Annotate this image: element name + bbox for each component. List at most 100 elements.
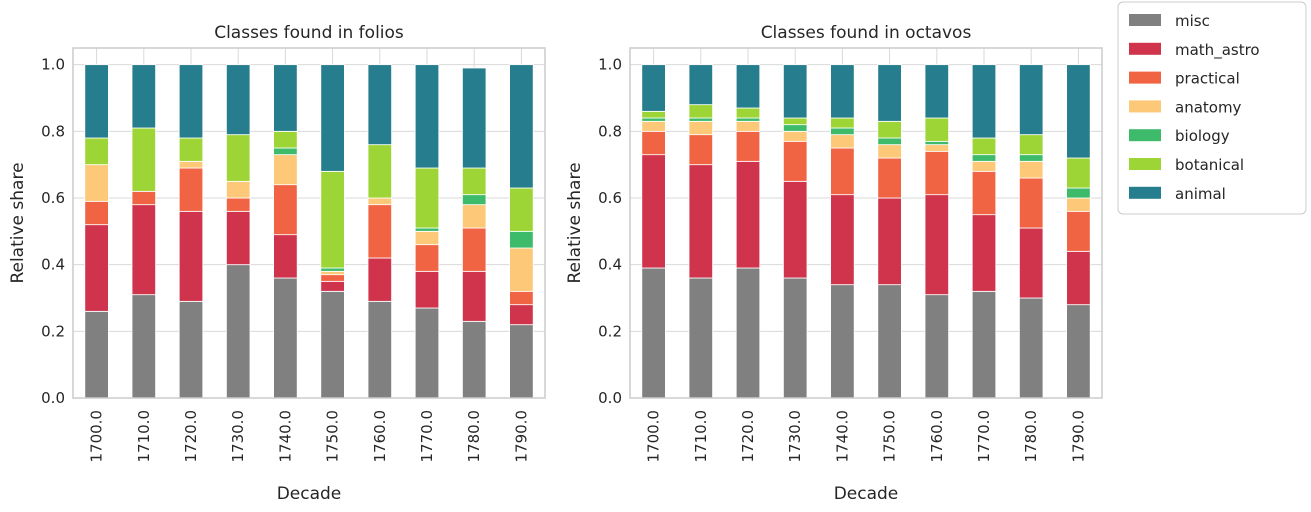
x-tick-label: 1760.0 [371,410,389,463]
bar-misc-1720.0 [735,267,761,399]
bar-practical-1780.0 [461,227,487,272]
bar-misc-1700.0 [641,267,666,399]
chart-title: Classes found in folios [214,23,404,43]
y-tick-label: 0.4 [598,256,622,274]
bar-math_astro-1710.0 [131,204,157,296]
bar-biology-1780.0 [1019,154,1044,162]
bar-math_astro-1730.0 [783,180,808,279]
bar-misc-1710.0 [688,277,714,399]
bar-practical-1770.0 [414,244,440,272]
bar-animal-1790.0 [509,64,534,189]
plot-frame [72,47,546,399]
y-tick-label: 0.8 [598,122,622,140]
legend-label-anatomy: anatomy [1175,98,1242,116]
bar-biology-1750.0 [320,267,345,272]
bar-practical-1720.0 [735,130,761,162]
bar-biology-1740.0 [273,147,298,156]
legend-label-biology: biology [1175,127,1230,145]
bar-math_astro-1760.0 [924,194,950,296]
bar-anatomy-1710.0 [688,120,714,136]
bar-anatomy-1750.0 [877,144,902,159]
bar-anatomy-1770.0 [971,160,997,172]
bar-practical-1750.0 [877,157,902,199]
bar-biology-1790.0 [1066,187,1091,199]
chart-panel-2: 0.0 0.2 0.4 0.6 0.8 1.0 1700.0 1710.0 1720.0 1730… [565,23,1103,504]
x-tick-label: 1730.0 [229,410,247,463]
bar-math_astro-1750.0 [877,197,902,286]
bar-biology-1770.0 [971,154,997,162]
bar-animal-1700.0 [84,64,109,139]
x-tick-label: 1780.0 [1022,410,1040,463]
y-tick-label: 1.0 [41,56,65,74]
bar-botanical-1750.0 [877,120,902,139]
bar-animal-1710.0 [688,64,714,106]
bar-botanical-1720.0 [735,107,761,119]
bar-botanical-1710.0 [688,104,714,119]
x-tick-label: 1700.0 [88,410,106,463]
bar-biology-1720.0 [735,117,761,122]
bar-animal-1720.0 [178,64,204,139]
bar-math_astro-1730.0 [225,210,251,266]
bar-botanical-1760.0 [367,144,393,199]
bar-anatomy-1780.0 [1019,160,1044,179]
x-axis-label: Decade [277,484,342,504]
bar-math_astro-1720.0 [178,210,204,302]
bar-math_astro-1780.0 [461,270,487,322]
bar-misc-1760.0 [367,300,393,399]
y-tick-label: 1.0 [598,56,622,74]
bar-anatomy-1750.0 [320,270,345,276]
bar-anatomy-1730.0 [783,130,808,142]
bar-practical-1720.0 [178,167,204,212]
bar-biology-1760.0 [924,140,950,146]
bar-practical-1730.0 [783,140,808,182]
bar-anatomy-1760.0 [924,144,950,152]
bar-anatomy-1730.0 [225,180,251,199]
bar-botanical-1740.0 [830,117,855,129]
bar-animal-1770.0 [971,64,997,139]
bar-botanical-1700.0 [641,110,666,119]
x-tick-label: 1770.0 [975,410,993,463]
bar-botanical-1720.0 [178,137,204,162]
plot-frame [629,47,1103,399]
bar-practical-1710.0 [131,190,157,206]
bar-animal-1740.0 [273,64,298,132]
bar-math_astro-1710.0 [688,164,714,279]
bar-animal-1710.0 [131,64,157,129]
bar-botanical-1730.0 [225,134,251,182]
y-tick-label: 0.4 [41,256,65,274]
bar-misc-1770.0 [971,290,997,399]
x-tick-label: 1790.0 [512,410,530,463]
bar-misc-1740.0 [830,284,855,399]
bar-misc-1760.0 [924,294,950,399]
bar-misc-1750.0 [320,290,345,399]
bar-animal-1740.0 [830,64,855,119]
bar-anatomy-1780.0 [461,204,487,229]
bar-botanical-1760.0 [924,117,950,142]
bar-math_astro-1750.0 [320,280,345,292]
x-tick-label: 1740.0 [833,410,851,463]
bar-practical-1750.0 [320,274,345,282]
bar-biology-1710.0 [688,117,714,122]
bar-misc-1740.0 [273,277,298,399]
y-tick-label: 0.6 [598,189,622,207]
bar-botanical-1780.0 [461,167,487,196]
bar-biology-1790.0 [509,230,534,249]
legend-swatch-animal [1129,186,1161,199]
y-tick-label: 0.2 [598,322,622,340]
x-axis-label: Decade [834,484,899,504]
bar-anatomy-1740.0 [273,154,298,186]
x-tick-label: 1720.0 [182,410,200,463]
bar-misc-1730.0 [783,277,808,399]
chart-panel-1: 0.0 0.2 0.4 0.6 0.8 1.0 1700.0 1710.0 1720.0 1730… [8,23,546,504]
bar-botanical-1700.0 [84,137,109,166]
y-tick-label: 0.0 [41,389,65,407]
bar-animal-1720.0 [735,64,761,109]
bar-practical-1760.0 [367,204,393,259]
bar-practical-1790.0 [509,290,534,306]
bar-practical-1710.0 [688,134,714,166]
x-tick-label: 1770.0 [418,410,436,463]
x-tick-label: 1730.0 [786,410,804,463]
bar-math_astro-1700.0 [84,224,109,312]
x-tick-label: 1700.0 [645,410,663,463]
bar-animal-1780.0 [1019,64,1044,136]
